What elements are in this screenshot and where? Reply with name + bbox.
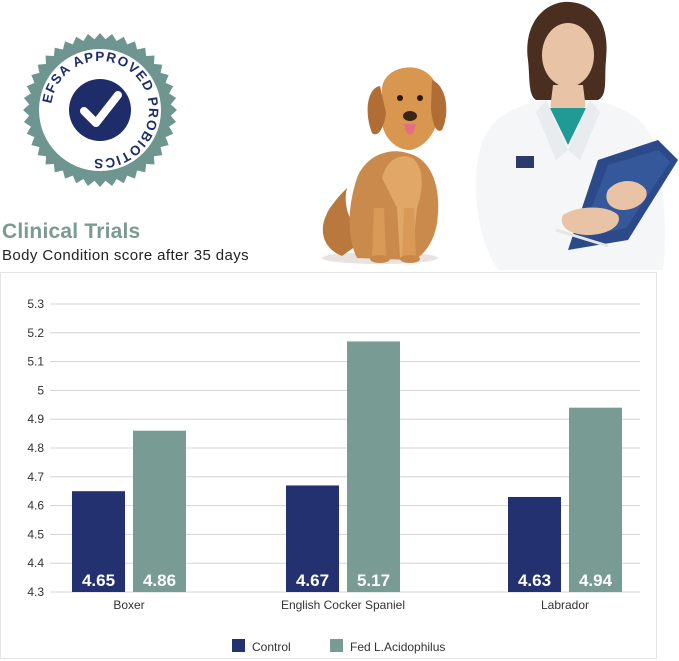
bar-value-label: 4.67	[296, 571, 329, 590]
y-tick-label: 5.1	[27, 355, 44, 369]
chart-bars: 4.65 4.86 4.67 5.17 4.63 4.94	[72, 341, 622, 592]
y-tick-label: 5	[37, 383, 44, 397]
bar-value-label: 4.65	[82, 571, 115, 590]
y-tick-label: 5.3	[27, 297, 44, 311]
y-tick-label: 4.3	[27, 585, 44, 599]
y-tick-label: 4.6	[27, 499, 44, 513]
bar-chart: 4.3 4.4 4.5 4.6 4.7 4.8 4.9 5 5.1 5.2 5.3 4.65 4.86…	[27, 297, 640, 654]
legend-swatch	[330, 639, 343, 652]
bar-control	[72, 491, 125, 592]
golden-retriever-image	[322, 67, 447, 264]
bar-value-label: 5.17	[357, 571, 390, 590]
bar-control	[508, 496, 561, 592]
y-tick-label: 4.8	[27, 441, 44, 455]
efsa-approved-probiotics-badge: EFSA APPROVED PROBIOTICS	[23, 33, 177, 187]
x-category-label: Boxer	[113, 598, 144, 612]
bar-fed-l-acidophilus	[133, 430, 186, 592]
y-tick-label: 4.4	[27, 556, 44, 570]
checkmark-icon	[80, 91, 122, 127]
y-tick-label: 4.5	[27, 527, 44, 541]
x-category-label: Labrador	[541, 598, 589, 612]
bar-value-label: 4.63	[518, 571, 551, 590]
legend-label: Control	[252, 640, 291, 654]
bar-fed-l-acidophilus	[347, 341, 400, 592]
legend-swatch	[232, 639, 245, 652]
chart-frame	[0, 272, 657, 659]
y-tick-label: 5.2	[27, 326, 44, 340]
y-tick-label: 4.7	[27, 470, 44, 484]
x-axis: Boxer English Cocker Spaniel Labrador	[113, 598, 589, 612]
y-axis: 4.3 4.4 4.5 4.6 4.7 4.8 4.9 5 5.1 5.2 5.3	[27, 297, 44, 599]
legend-label: Fed L.Acidophilus	[350, 640, 445, 654]
bar-control	[286, 485, 339, 592]
bar-value-label: 4.94	[579, 571, 613, 590]
section-subtitle: Body Condition score after 35 days	[2, 247, 250, 264]
badge-center-circle	[69, 79, 131, 141]
veterinarian-image	[475, 1, 678, 270]
section-title: Clinical Trials	[2, 220, 141, 243]
y-tick-label: 4.9	[27, 412, 44, 426]
x-category-label: English Cocker Spaniel	[281, 598, 405, 612]
bar-value-label: 4.86	[143, 571, 176, 590]
bar-fed-l-acidophilus	[569, 407, 622, 592]
chart-legend: Control Fed L.Acidophilus	[232, 639, 445, 654]
